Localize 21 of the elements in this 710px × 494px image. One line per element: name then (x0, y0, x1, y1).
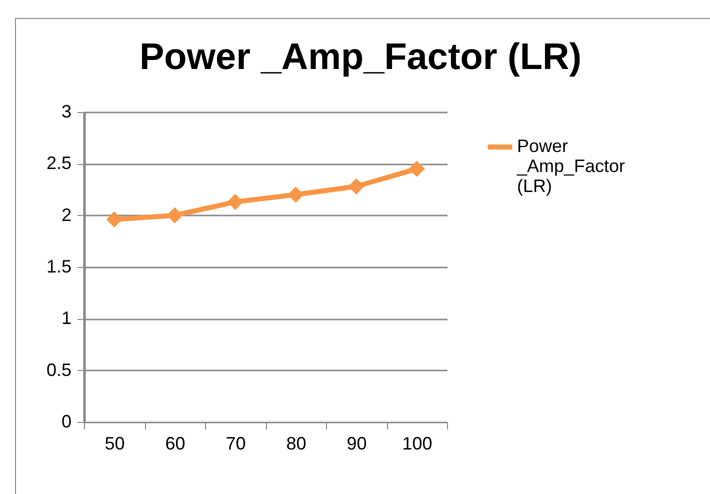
x-tick-label: 60 (165, 434, 186, 454)
y-tick-label: 2 (61, 204, 72, 225)
y-tick-label: 3 (61, 102, 72, 122)
y-tick-label: 1 (61, 308, 72, 328)
x-tick-label: 80 (286, 434, 306, 454)
y-tick-label: 1.5 (46, 256, 72, 276)
point (166, 207, 183, 224)
x-tick-label: 70 (226, 434, 246, 454)
point (288, 186, 304, 203)
y-tick-label: 0.5 (46, 360, 72, 380)
point (348, 178, 364, 194)
point (408, 160, 425, 177)
legend-label: Power _Amp_Factor (LR) (516, 136, 626, 196)
chart-title: Power _Amp_Factor (LR) (139, 36, 582, 77)
y-tick-label: 0 (61, 412, 72, 432)
y-tick-label: 2.5 (46, 153, 72, 174)
point (106, 211, 122, 228)
x-tick-label: 90 (346, 434, 367, 454)
point (227, 194, 244, 210)
x-tick-label: 100 (402, 434, 432, 454)
x-tick-label: 50 (104, 434, 125, 454)
